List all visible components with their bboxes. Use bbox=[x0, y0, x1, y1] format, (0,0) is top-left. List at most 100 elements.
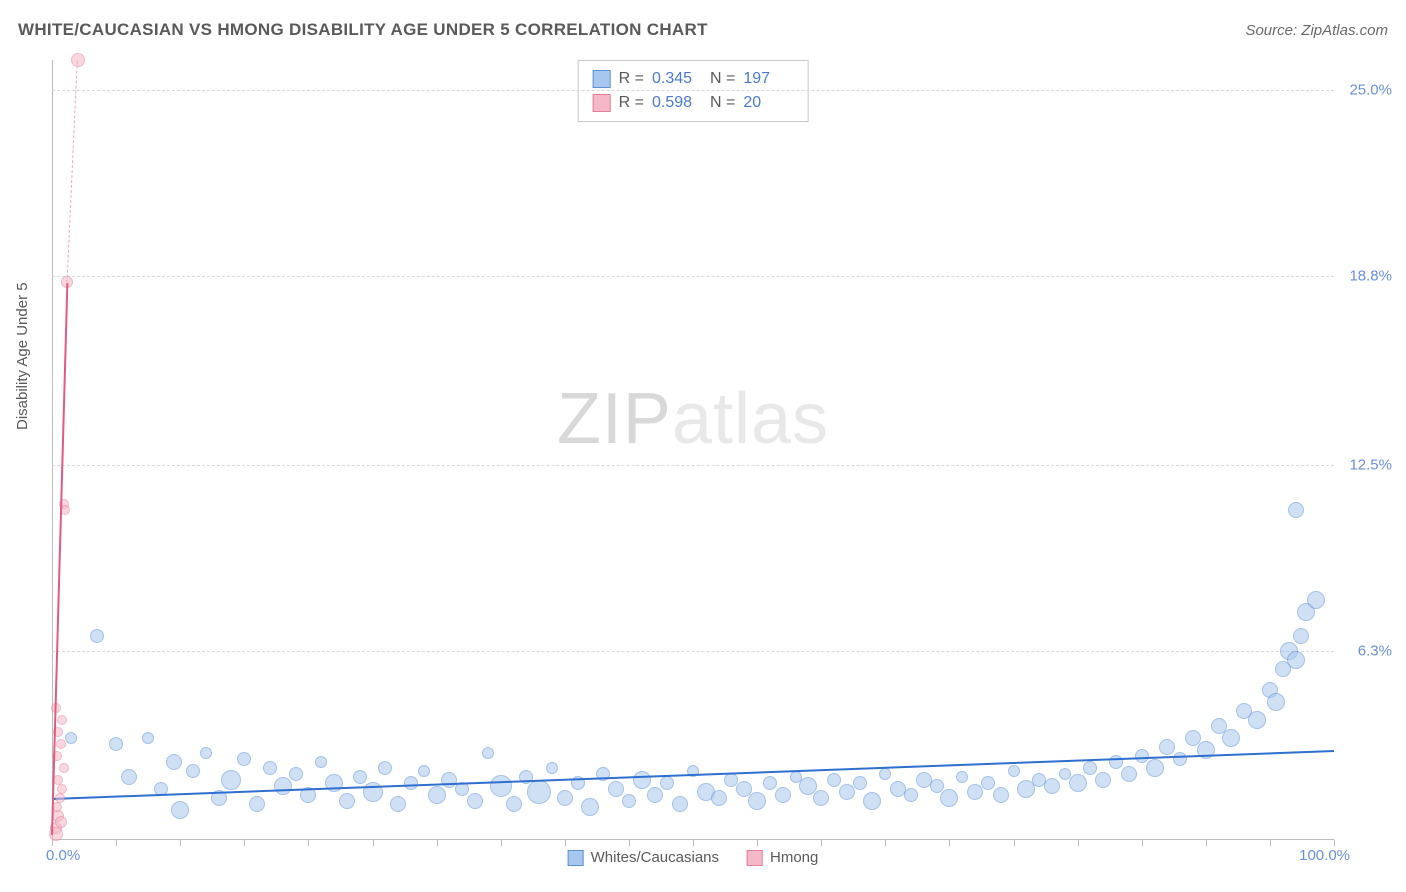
source-label: Source: ZipAtlas.com bbox=[1245, 22, 1388, 39]
data-point bbox=[1095, 772, 1111, 788]
grid-line bbox=[52, 276, 1334, 277]
x-tick bbox=[373, 840, 374, 846]
data-point bbox=[1173, 752, 1187, 766]
y-tick-label: 25.0% bbox=[1349, 82, 1392, 99]
data-point bbox=[55, 793, 65, 803]
y-axis-line bbox=[52, 60, 53, 840]
data-point bbox=[1159, 739, 1175, 755]
grid-line bbox=[52, 465, 1334, 466]
data-point bbox=[557, 790, 573, 806]
data-point bbox=[1083, 761, 1097, 775]
data-point bbox=[353, 770, 367, 784]
data-point bbox=[660, 776, 674, 790]
y-tick-label: 18.8% bbox=[1349, 268, 1392, 285]
data-point bbox=[1267, 693, 1285, 711]
data-point bbox=[940, 789, 958, 807]
data-point bbox=[404, 776, 418, 790]
x-tick bbox=[757, 840, 758, 846]
data-point bbox=[1287, 651, 1305, 669]
n-value: 20 bbox=[743, 91, 793, 115]
data-point bbox=[827, 773, 841, 787]
series-name: Whites/Caucasians bbox=[591, 849, 719, 866]
data-point bbox=[981, 776, 995, 790]
chart-title: WHITE/CAUCASIAN VS HMONG DISABILITY AGE … bbox=[18, 20, 708, 40]
data-point bbox=[1248, 711, 1266, 729]
data-point bbox=[506, 796, 522, 812]
data-point bbox=[200, 747, 212, 759]
y-tick-label: 12.5% bbox=[1349, 457, 1392, 474]
r-label: R = bbox=[619, 67, 644, 91]
r-label: R = bbox=[619, 91, 644, 115]
data-point bbox=[249, 796, 265, 812]
r-value: 0.345 bbox=[652, 67, 702, 91]
data-point bbox=[622, 794, 636, 808]
x-tick bbox=[52, 840, 53, 846]
x-tick bbox=[693, 840, 694, 846]
data-point bbox=[748, 792, 766, 810]
data-point bbox=[608, 781, 624, 797]
data-point bbox=[56, 739, 66, 749]
y-axis-label: Disability Age Under 5 bbox=[14, 282, 31, 430]
data-point bbox=[1222, 729, 1240, 747]
legend-swatch bbox=[593, 70, 611, 88]
data-point bbox=[813, 790, 829, 806]
series-name: Hmong bbox=[770, 849, 818, 866]
data-point bbox=[59, 763, 69, 773]
series-legend-item: Whites/Caucasians bbox=[568, 849, 719, 866]
legend-swatch bbox=[568, 850, 584, 866]
data-point bbox=[1008, 765, 1020, 777]
watermark: ZIPatlas bbox=[557, 378, 829, 460]
data-point bbox=[482, 747, 494, 759]
x-tick bbox=[1014, 840, 1015, 846]
data-point bbox=[166, 754, 182, 770]
data-point bbox=[1288, 502, 1304, 518]
data-point bbox=[581, 798, 599, 816]
x-tick bbox=[437, 840, 438, 846]
n-label: N = bbox=[710, 91, 735, 115]
x-tick bbox=[244, 840, 245, 846]
data-point bbox=[1146, 759, 1164, 777]
data-point bbox=[930, 779, 944, 793]
data-point bbox=[1293, 628, 1309, 644]
x-tick bbox=[308, 840, 309, 846]
data-point bbox=[647, 787, 663, 803]
data-point bbox=[339, 793, 355, 809]
x-tick bbox=[1334, 840, 1335, 846]
data-point bbox=[142, 732, 154, 744]
trend-line bbox=[67, 60, 78, 282]
x-tick bbox=[565, 840, 566, 846]
data-point bbox=[711, 790, 727, 806]
data-point bbox=[171, 801, 189, 819]
data-point bbox=[221, 770, 241, 790]
x-tick bbox=[629, 840, 630, 846]
data-point bbox=[289, 767, 303, 781]
x-tick bbox=[949, 840, 950, 846]
stats-legend-row: R =0.598N = 20 bbox=[593, 91, 794, 115]
data-point bbox=[967, 784, 983, 800]
series-legend-item: Hmong bbox=[747, 849, 818, 866]
data-point bbox=[1044, 778, 1060, 794]
grid-line bbox=[52, 651, 1334, 652]
data-point bbox=[993, 787, 1009, 803]
x-tick bbox=[1270, 840, 1271, 846]
data-point bbox=[1307, 591, 1325, 609]
data-point bbox=[775, 787, 791, 803]
legend-swatch bbox=[747, 850, 763, 866]
data-point bbox=[546, 762, 558, 774]
data-point bbox=[672, 796, 688, 812]
data-point bbox=[57, 715, 67, 725]
data-point bbox=[109, 737, 123, 751]
x-tick bbox=[116, 840, 117, 846]
data-point bbox=[1069, 774, 1087, 792]
x-tick bbox=[885, 840, 886, 846]
x-tick bbox=[1142, 840, 1143, 846]
scatter-plot: ZIPatlas R =0.345N =197R =0.598N = 20 Wh… bbox=[52, 60, 1334, 840]
data-point bbox=[763, 776, 777, 790]
data-point bbox=[1121, 766, 1137, 782]
data-point bbox=[121, 769, 137, 785]
x-tick bbox=[501, 840, 502, 846]
data-point bbox=[853, 776, 867, 790]
data-point bbox=[65, 732, 77, 744]
data-point bbox=[904, 788, 918, 802]
data-point bbox=[57, 784, 67, 794]
